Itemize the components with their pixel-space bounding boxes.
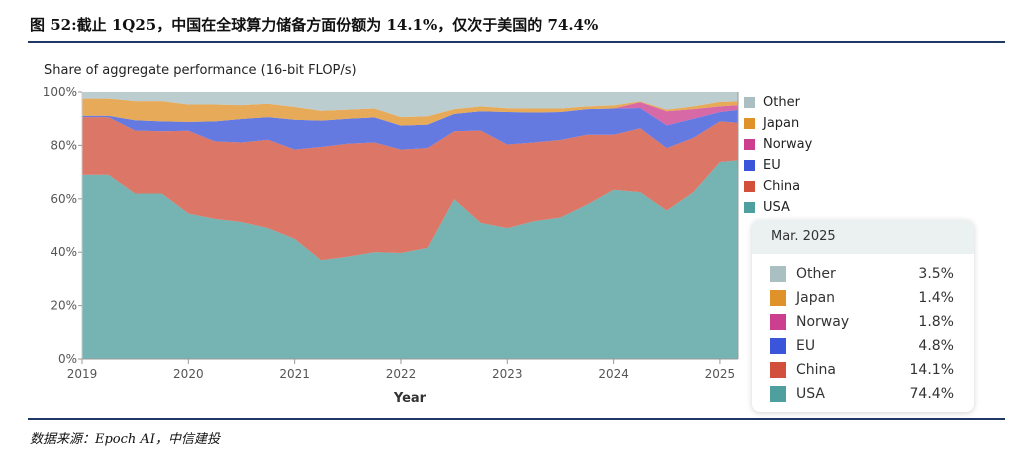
legend-item-eu[interactable]: EU — [744, 155, 812, 176]
tooltip: Mar. 2025 Other 3.5% Japan 1.4% Norway 1.8% EU… — [752, 220, 974, 412]
y-tick-label: 20% — [50, 299, 77, 313]
tooltip-label: Norway — [796, 314, 850, 330]
x-tick-label: 2025 — [705, 367, 736, 381]
footer-rule — [28, 418, 1005, 420]
area-usa — [82, 160, 738, 359]
legend-label: EU — [763, 158, 781, 173]
tooltip-row-usa: USA 74.4% — [752, 382, 974, 406]
x-tick-label: 2023 — [492, 367, 523, 381]
area-eu — [82, 108, 738, 150]
y-tick-label: 0% — [58, 352, 77, 366]
x-tick-label: 2022 — [386, 367, 417, 381]
legend: Other Japan Norway EU China USA — [744, 92, 812, 218]
y-tick-label: 60% — [50, 192, 77, 206]
x-tick-label: 2019 — [67, 367, 98, 381]
legend-swatch — [744, 160, 755, 171]
chart-title: Share of aggregate performance (16-bit F… — [44, 63, 357, 78]
x-tick-label: 2020 — [173, 367, 204, 381]
tooltip-row-other: Other 3.5% — [752, 262, 974, 286]
tooltip-value: 1.4% — [918, 290, 954, 306]
area-norway — [82, 102, 738, 126]
area-china — [82, 117, 738, 261]
x-axis-label: Year — [393, 391, 427, 406]
y-tick-label: 100% — [43, 85, 77, 99]
legend-label: Japan — [763, 116, 800, 131]
y-tick-label: 80% — [50, 138, 77, 152]
legend-item-usa[interactable]: USA — [744, 197, 812, 218]
tooltip-value: 14.1% — [909, 362, 954, 378]
tooltip-label: EU — [796, 338, 816, 354]
tooltip-swatch — [770, 290, 786, 306]
tooltip-label: Japan — [796, 290, 836, 306]
legend-label: Other — [763, 95, 800, 110]
legend-swatch — [744, 202, 755, 213]
legend-item-other[interactable]: Other — [744, 92, 812, 113]
legend-swatch — [744, 118, 755, 129]
legend-swatch — [744, 97, 755, 108]
tooltip-row-china: China 14.1% — [752, 358, 974, 382]
legend-label: USA — [763, 200, 790, 215]
tooltip-swatch — [770, 362, 786, 378]
tooltip-value: 3.5% — [918, 266, 954, 282]
legend-item-japan[interactable]: Japan — [744, 113, 812, 134]
area-other — [82, 92, 738, 118]
tooltip-row-eu: EU 4.8% — [752, 334, 974, 358]
x-tick-label: 2024 — [598, 367, 629, 381]
tooltip-row-norway: Norway 1.8% — [752, 310, 974, 334]
source-note: 数据来源：Epoch AI，中信建投 — [30, 432, 220, 447]
legend-label: China — [763, 179, 801, 194]
legend-item-norway[interactable]: Norway — [744, 134, 812, 155]
tooltip-label: Other — [796, 266, 836, 282]
legend-label: Norway — [763, 137, 813, 152]
legend-item-china[interactable]: China — [744, 176, 812, 197]
tooltip-swatch — [770, 266, 786, 282]
tooltip-swatch — [770, 314, 786, 330]
x-tick-label: 2021 — [279, 367, 310, 381]
tooltip-value: 4.8% — [918, 338, 954, 354]
tooltip-value: 74.4% — [909, 386, 954, 402]
legend-swatch — [744, 139, 755, 150]
tooltip-value: 1.8% — [918, 314, 954, 330]
tooltip-label: China — [796, 362, 836, 378]
title-rule — [28, 41, 1005, 43]
figure-title: 图 52:截止 1Q25，中国在全球算力储备方面份额为 14.1%，仅次于美国的… — [30, 16, 599, 34]
area-japan — [82, 98, 738, 126]
tooltip-swatch — [770, 338, 786, 354]
tooltip-row-japan: Japan 1.4% — [752, 286, 974, 310]
tooltip-title: Mar. 2025 — [752, 220, 974, 254]
tooltip-label: USA — [796, 386, 825, 402]
tooltip-swatch — [770, 386, 786, 402]
legend-swatch — [744, 181, 755, 192]
y-tick-label: 40% — [50, 245, 77, 259]
